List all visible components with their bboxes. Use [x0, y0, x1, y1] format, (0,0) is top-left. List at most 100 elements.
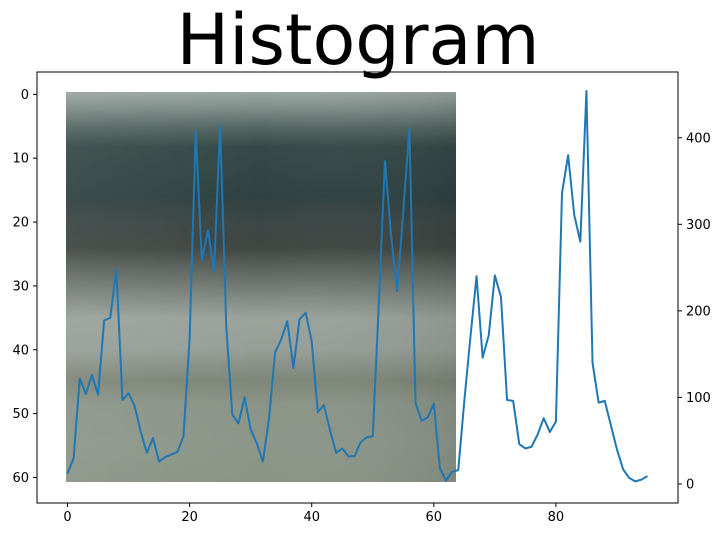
data-point	[73, 457, 75, 459]
data-point	[280, 339, 282, 341]
y-axis-left: 0 10 20 30 40 50 60	[12, 88, 37, 486]
data-point	[287, 320, 289, 322]
y-left-tick-label: 20	[12, 216, 29, 231]
data-point	[122, 399, 124, 401]
data-point	[207, 230, 209, 232]
x-tick-label: 20	[181, 510, 198, 525]
data-point	[384, 160, 386, 162]
data-point	[390, 235, 392, 237]
data-point	[378, 301, 380, 303]
data-point	[518, 443, 520, 445]
data-point	[128, 392, 130, 394]
data-point	[360, 442, 362, 444]
data-point	[598, 402, 600, 404]
y-left-tick-label: 30	[12, 279, 29, 294]
data-point	[622, 468, 624, 470]
data-point	[409, 127, 411, 129]
data-point	[201, 260, 203, 262]
data-point	[604, 400, 606, 402]
data-point	[152, 437, 154, 439]
data-point	[354, 455, 356, 457]
data-point	[647, 475, 649, 477]
data-point	[134, 405, 136, 407]
data-point	[67, 473, 69, 475]
y-right-tick-label: 300	[686, 218, 711, 233]
data-point	[146, 452, 148, 454]
data-point	[213, 270, 215, 272]
data-point	[348, 455, 350, 457]
data-point	[91, 374, 93, 376]
data-point	[189, 338, 191, 340]
x-axis: 0 20 40 60 80	[63, 503, 564, 525]
data-point	[183, 436, 185, 438]
y-right-tick-label: 200	[686, 304, 711, 319]
data-point	[464, 400, 466, 402]
data-point	[555, 421, 557, 423]
data-point	[396, 290, 398, 292]
data-point	[293, 367, 295, 369]
data-point	[567, 154, 569, 156]
data-point	[268, 418, 270, 420]
data-point	[109, 317, 111, 319]
data-point	[335, 452, 337, 454]
data-point	[341, 448, 343, 450]
data-point	[543, 417, 545, 419]
data-point	[238, 423, 240, 425]
data-point	[164, 456, 166, 458]
data-point	[537, 434, 539, 436]
data-point	[219, 124, 221, 126]
y-left-tick-label: 50	[12, 407, 29, 422]
data-point	[415, 402, 417, 404]
data-point	[488, 334, 490, 336]
data-point	[427, 417, 429, 419]
data-point	[299, 319, 301, 321]
data-point	[445, 480, 447, 482]
data-point	[195, 130, 197, 132]
data-point	[549, 431, 551, 433]
data-point	[79, 378, 81, 380]
data-point	[85, 393, 87, 395]
data-point	[402, 211, 404, 213]
data-point	[506, 399, 508, 401]
data-point	[482, 357, 484, 359]
x-tick-label: 40	[303, 510, 320, 525]
data-point	[433, 403, 435, 405]
x-tick-label: 0	[63, 510, 71, 525]
data-point	[592, 362, 594, 364]
image-panel	[66, 92, 456, 482]
data-point	[256, 442, 258, 444]
series-line	[66, 90, 648, 483]
data-point	[329, 430, 331, 432]
data-point	[171, 454, 173, 456]
data-point	[512, 400, 514, 402]
data-point	[470, 336, 472, 338]
data-point	[610, 424, 612, 426]
data-point	[97, 394, 99, 396]
y-axis-right: 0 100 200 300 400	[678, 131, 711, 492]
data-point	[372, 436, 374, 438]
data-point	[311, 340, 313, 342]
data-point	[561, 192, 563, 194]
y-right-tick-label: 100	[686, 391, 711, 406]
data-point	[366, 436, 368, 438]
image-panel-shade	[66, 92, 456, 482]
plot-frame	[36, 71, 679, 504]
data-point	[580, 241, 582, 243]
data-point	[628, 477, 630, 479]
data-point	[244, 397, 246, 399]
data-point	[616, 449, 618, 451]
y-right-tick-label: 400	[686, 131, 711, 146]
y-left-tick-label: 40	[12, 343, 29, 358]
data-point	[305, 312, 307, 314]
data-point	[323, 404, 325, 406]
data-point	[421, 420, 423, 422]
data-point	[177, 451, 179, 453]
data-point	[232, 414, 234, 416]
data-point	[531, 446, 533, 448]
data-point	[494, 275, 496, 277]
x-tick-label: 60	[426, 510, 443, 525]
data-point	[225, 326, 227, 328]
data-point	[116, 269, 118, 271]
data-point	[140, 431, 142, 433]
